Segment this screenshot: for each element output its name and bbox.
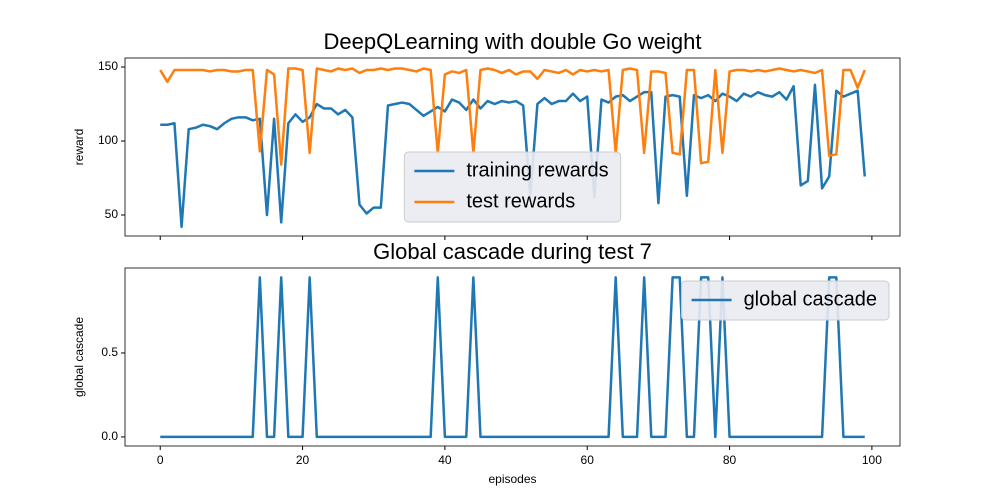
legend-box (681, 280, 890, 321)
x-tick-label: 60 (581, 453, 595, 467)
y-tick-label: 150 (98, 59, 118, 73)
legend-label: test rewards (466, 190, 575, 212)
axes-frame (124, 57, 901, 237)
legend: training rewards test rewards (403, 151, 622, 223)
legend-label: training rewards (466, 159, 608, 181)
x-tick-label: 100 (862, 453, 882, 467)
x-tick-label: 80 (723, 453, 737, 467)
x-axis-label: episodes (488, 472, 536, 486)
x-tick-label: 20 (296, 453, 310, 467)
chart-title: Global cascade during test 7 (373, 239, 652, 264)
legend: global cascade (681, 280, 890, 321)
y-axis-label: reward (72, 129, 86, 166)
series-line (160, 83, 867, 229)
chart-title: DeepQLearning with double Go weight (324, 29, 702, 54)
y-tick-label: 0.5 (101, 345, 118, 359)
series-line (159, 67, 866, 166)
y-axis-label: global cascade (72, 317, 86, 397)
legend-box (403, 151, 622, 223)
axes-frame (124, 267, 901, 447)
y-tick-label: 100 (98, 133, 118, 147)
series-line (160, 276, 865, 439)
x-tick-label: 40 (438, 453, 452, 467)
x-tick-label: 0 (157, 453, 164, 467)
legend-label: global cascade (744, 288, 877, 310)
y-tick-label: 0.0 (101, 429, 118, 443)
y-tick-label: 50 (105, 207, 119, 221)
